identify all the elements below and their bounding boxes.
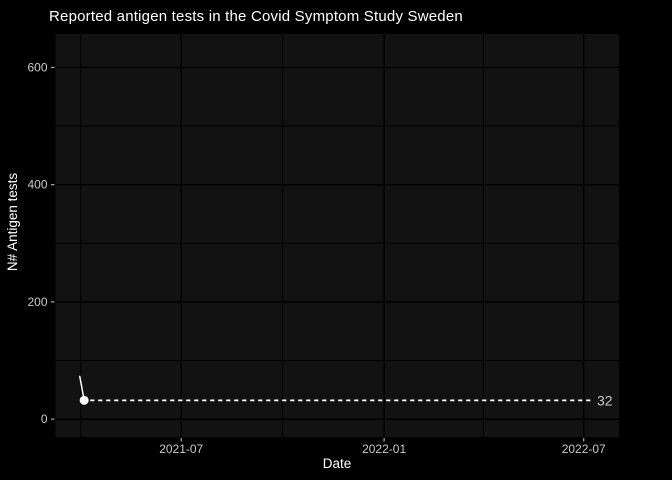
panel-background [55, 34, 619, 437]
y-tick-label: 200 [27, 295, 47, 309]
y-tick-label: 0 [41, 412, 48, 426]
chart-title: Reported antigen tests in the Covid Symp… [49, 8, 463, 25]
last-data-point [79, 395, 89, 405]
x-tick-label: 2022-07 [562, 442, 606, 456]
y-tick-label: 600 [27, 60, 47, 74]
last-value-label: 32 [597, 392, 613, 408]
x-axis-title: Date [322, 456, 352, 471]
x-tick-label: 2022-01 [362, 442, 406, 456]
x-tick-label: 2021-07 [159, 442, 203, 456]
y-tick-label: 400 [27, 178, 47, 192]
